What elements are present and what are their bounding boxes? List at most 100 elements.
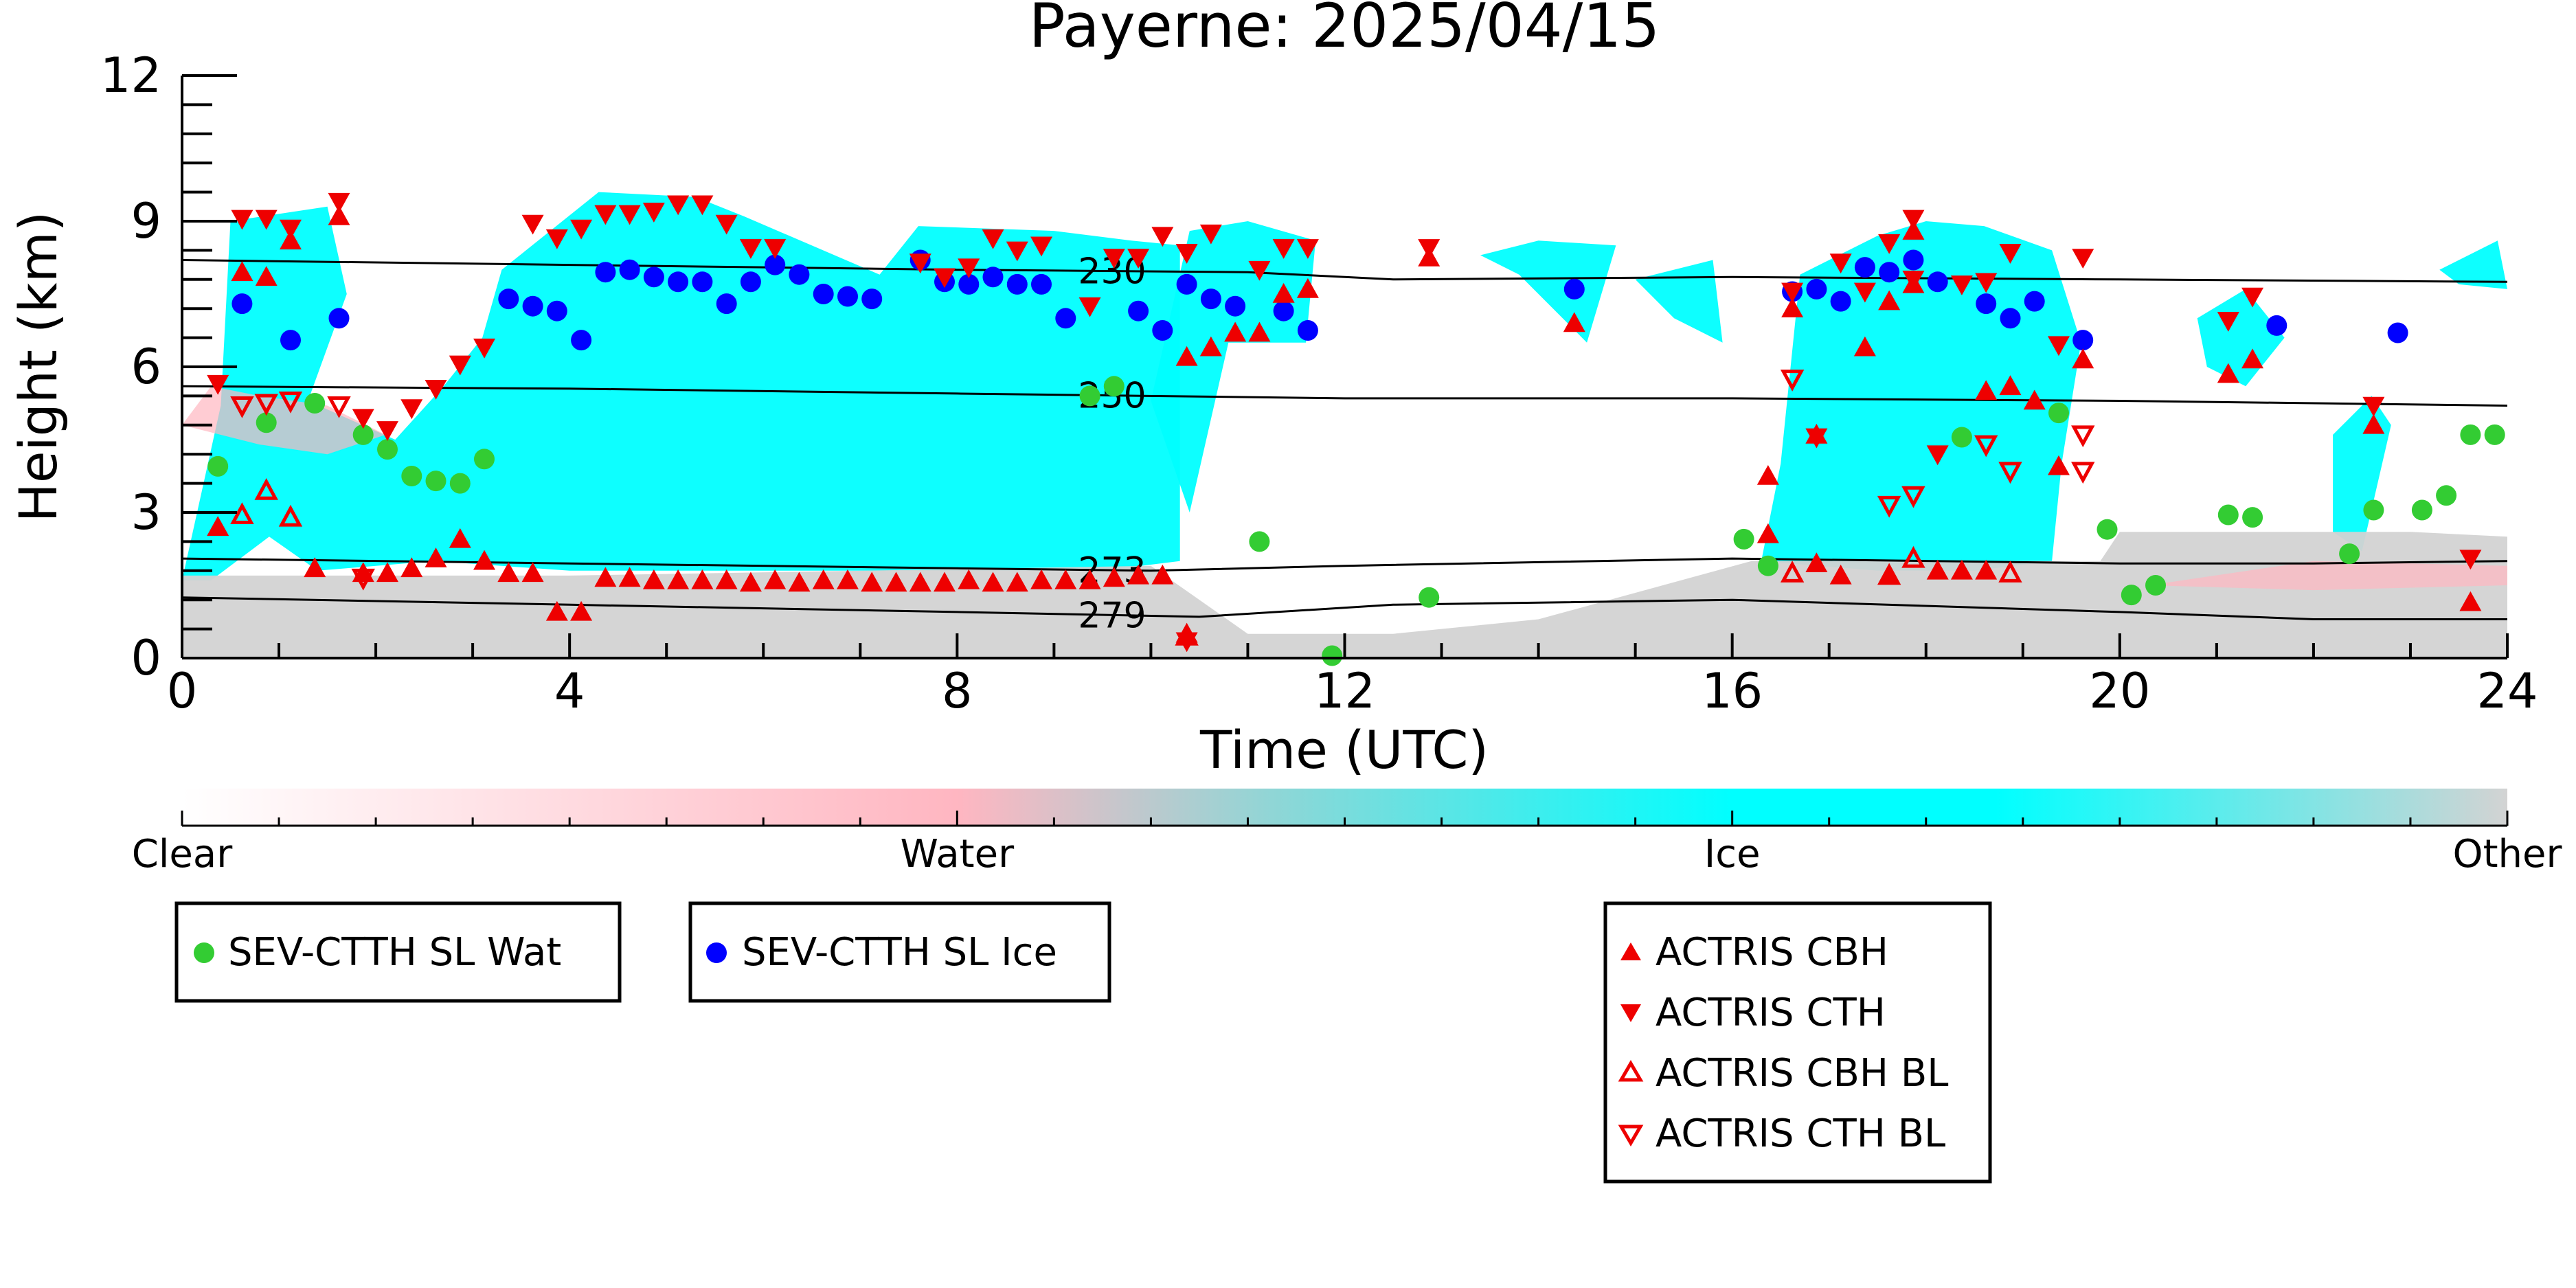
sev-ctth-sl-ice-point-12: [716, 293, 737, 315]
sev-ctth-sl-ice-point-11: [692, 271, 713, 293]
actris-cth-point-39: [1781, 282, 1804, 303]
actris-cbh-point-16: [594, 567, 617, 587]
actris-cth-bl-point-1: [254, 394, 278, 416]
sev-ctth-sl-ice-point-27: [1152, 320, 1173, 341]
actris-cth-point-8: [425, 380, 447, 400]
colorbar-label-clear: Clear: [132, 832, 233, 877]
sev-ctth-sl-ice-point-28: [1176, 273, 1197, 295]
actris-cbh-point-9: [425, 547, 447, 567]
legend-cbh-bl-label: ACTRIS CBH BL: [1656, 1051, 1948, 1096]
actris-cbh-point-39: [1151, 564, 1174, 585]
sev-ctth-sl-ice-point-4: [522, 295, 543, 317]
sev-ctth-sl-ice-point-43: [2024, 291, 2045, 312]
sev-ctth-sl-ice-point-29: [1200, 289, 1221, 310]
x-tick-label-8: 8: [942, 663, 973, 719]
actris-cbh-point-52: [1805, 552, 1828, 572]
actris-cth-point-30: [1127, 249, 1150, 269]
actris-cth-point-1: [231, 210, 253, 230]
sev-ctth-sl-wat-point-21: [2217, 504, 2239, 526]
x-ticks: 0 4 8 12 16 20 24: [167, 633, 2538, 719]
sev-ctth-sl-wat-point-8: [474, 449, 495, 470]
region-ice-6: [2333, 396, 2391, 552]
actris-cth-point-33: [1175, 244, 1198, 264]
actris-cth-point-36: [1272, 239, 1295, 259]
sev-ctth-sl-ice-point-14: [765, 254, 786, 275]
legend-cbh-label: ACTRIS CBH: [1656, 930, 1888, 975]
x-tick-label-16: 16: [1702, 663, 1763, 719]
sev-ctth-sl-ice-point-2: [328, 308, 350, 329]
sev-ctth-sl-ice-point-42: [2000, 308, 2021, 329]
actris-cbh-bl-point-3: [1175, 623, 1199, 646]
x-tick-label-20: 20: [2089, 663, 2150, 719]
actris-cbh-point-10: [449, 528, 471, 548]
x-tick-label-0: 0: [167, 663, 198, 719]
y-ticks: 0 3 6 9 12: [100, 47, 237, 686]
actris-cth-point-22: [909, 253, 931, 274]
actris-cbh-bl-point-0: [230, 502, 254, 525]
actris-cbh-point-61: [1950, 559, 1973, 580]
sev-ctth-sl-ice-point-45: [2266, 315, 2287, 336]
sev-ctth-sl-wat-point-1: [256, 412, 277, 433]
actris-cth-point-13: [570, 219, 593, 240]
colorbar: Clear Water Ice Other: [132, 789, 2562, 877]
sev-ctth-sl-wat-point-18: [2097, 519, 2118, 540]
sev-ctth-sl-wat-point-20: [2145, 575, 2166, 596]
legend-ice: SEV-CTTH SL Ice: [688, 901, 1111, 1003]
actris-cth-bl-point-3: [327, 396, 351, 418]
legend-cbh-bl-marker: [1618, 1060, 1644, 1082]
sev-ctth-sl-ice-point-8: [619, 259, 640, 280]
actris-cth-point-18: [691, 195, 714, 216]
actris-cth-point-41: [1829, 253, 1852, 274]
legend-water-label: SEV-CTTH SL Wat: [228, 930, 561, 975]
actris-cbh-point-66: [2047, 455, 2070, 475]
sev-ctth-sl-ice-point-17: [837, 286, 858, 307]
actris-cth-bl-point-4: [351, 568, 375, 591]
actris-cth-point-53: [2241, 287, 2264, 308]
actris-cbh-point-44: [1248, 321, 1271, 342]
sev-ctth-sl-wat-point-12: [1322, 645, 1343, 666]
legend-ice-label: SEV-CTTH SL Ice: [742, 930, 1057, 975]
colorbar-label-water: Water: [901, 832, 1015, 877]
sev-ctth-sl-ice-point-1: [280, 330, 301, 351]
actris-cbh-point-24: [788, 572, 811, 592]
actris-cth-point-47: [1950, 275, 1973, 295]
actris-cth-point-9: [449, 355, 471, 376]
sev-ctth-sl-ice-point-18: [861, 289, 883, 310]
actris-cbh-point-1: [231, 261, 253, 281]
sev-ctth-sl-ice-point-10: [668, 271, 689, 293]
x-tick-label-4: 4: [554, 663, 585, 719]
sev-ctth-sl-wat-point-2: [304, 393, 326, 414]
actris-cth-point-3: [279, 219, 302, 240]
sev-ctth-sl-ice-point-46: [2387, 322, 2408, 343]
actris-cbh-point-22: [739, 572, 762, 592]
actris-cth-bl-point-10: [2071, 425, 2095, 448]
actris-cth-bl-point-11: [2071, 462, 2095, 484]
actris-cth-point-26: [1006, 241, 1028, 262]
actris-cbh-point-26: [836, 569, 859, 589]
actris-cbh-point-5: [328, 205, 350, 225]
sev-ctth-sl-ice-point-5: [546, 300, 567, 321]
actris-cth-point-11: [521, 214, 544, 235]
actris-cbh-point-8: [400, 557, 423, 578]
y-tick-label-6: 6: [131, 339, 161, 395]
colorbar-ticks: [181, 811, 2509, 826]
legend-ice-frame: [688, 901, 1111, 1003]
actris-cbh-point-13: [521, 562, 544, 583]
actris-cth-point-35: [1248, 260, 1271, 281]
actris-cbh-bl-point-2: [278, 504, 303, 527]
actris-cbh-point-43: [1224, 321, 1247, 342]
legend-cth-marker: [1620, 1004, 1641, 1022]
sev-ctth-sl-wat-point-16: [1951, 427, 1972, 448]
sev-ctth-sl-ice-point-38: [1879, 262, 1900, 283]
actris-cbh-point-67: [2072, 348, 2094, 369]
sev-ctth-sl-ice-point-31: [1273, 300, 1294, 321]
actris-cth-point-34: [1199, 224, 1222, 245]
region-water-9: [182, 386, 386, 455]
y-axis-label: Height (km): [8, 212, 69, 523]
actris-cbh-point-68: [2217, 363, 2239, 383]
sev-ctth-sl-ice-point-36: [1830, 291, 1851, 312]
actris-cth-bl-point-9: [1998, 462, 2022, 484]
sev-ctth-sl-ice-point-3: [498, 289, 519, 310]
actris-cth-point-49: [1999, 244, 2022, 264]
